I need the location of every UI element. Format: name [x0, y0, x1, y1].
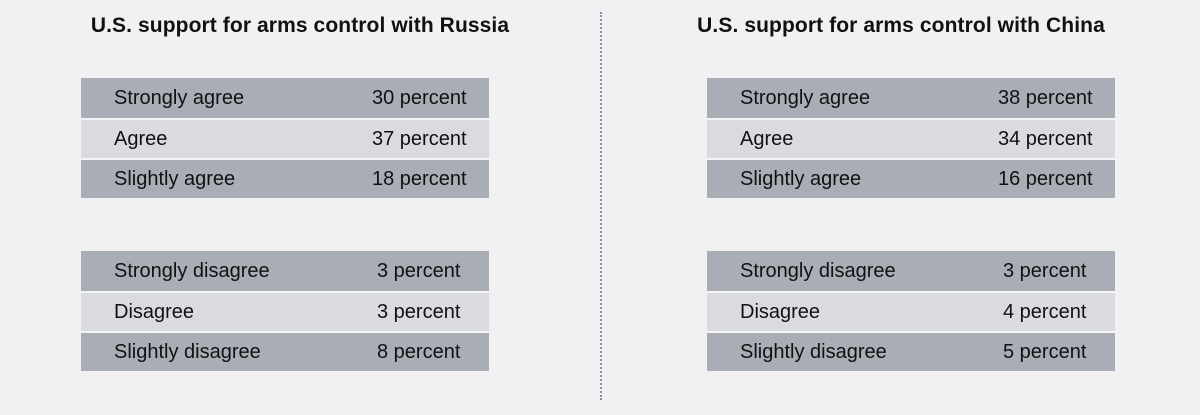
table-row: Agree 34 percent: [707, 118, 1115, 158]
row-label: Disagree: [740, 300, 821, 323]
row-value: 37 percent: [372, 127, 467, 150]
table-row: Agree 37 percent: [81, 118, 489, 158]
table-row: Strongly disagree 3 percent: [81, 251, 489, 291]
table-row: Disagree 4 percent: [707, 291, 1115, 331]
row-label: Agree: [114, 127, 168, 150]
table-row: Slightly disagree 5 percent: [707, 331, 1115, 371]
row-label: Slightly agree: [740, 167, 862, 190]
row-label: Strongly disagree: [740, 259, 896, 282]
row-value: 38 percent: [998, 86, 1093, 109]
row-value: 16 percent: [998, 167, 1093, 190]
panel-divider: [600, 12, 602, 400]
row-label: Agree: [740, 127, 794, 150]
row-label: Disagree: [114, 300, 195, 323]
row-value: 8 percent: [377, 340, 461, 363]
row-value: 3 percent: [377, 300, 461, 323]
table-row: Strongly disagree 3 percent: [707, 251, 1115, 291]
row-value: 18 percent: [372, 167, 467, 190]
row-value: 4 percent: [1003, 300, 1087, 323]
row-label: Slightly agree: [114, 167, 236, 190]
row-label: Slightly disagree: [740, 340, 887, 363]
russia-agree-table: Strongly agree 30 percent Agree 37 perce…: [81, 78, 489, 198]
row-label: Strongly agree: [114, 86, 245, 109]
row-value: 5 percent: [1003, 340, 1087, 363]
china-title: U.S. support for arms control with China: [697, 14, 1105, 37]
row-label: Strongly agree: [740, 86, 871, 109]
china-disagree-table: Strongly disagree 3 percent Disagree 4 p…: [707, 251, 1115, 371]
table-row: Slightly agree 18 percent: [81, 158, 489, 198]
china-agree-table: Strongly agree 38 percent Agree 34 perce…: [707, 78, 1115, 198]
row-label: Strongly disagree: [114, 259, 270, 282]
russia-disagree-table: Strongly disagree 3 percent Disagree 3 p…: [81, 251, 489, 371]
row-label: Slightly disagree: [114, 340, 261, 363]
table-row: Disagree 3 percent: [81, 291, 489, 331]
table-row: Slightly agree 16 percent: [707, 158, 1115, 198]
russia-panel: U.S. support for arms control with Russi…: [81, 14, 510, 371]
row-value: 30 percent: [372, 86, 467, 109]
table-row: Strongly agree 30 percent: [81, 78, 489, 118]
row-value: 3 percent: [377, 259, 461, 282]
table-row: Strongly agree 38 percent: [707, 78, 1115, 118]
russia-title: U.S. support for arms control with Russi…: [90, 14, 510, 37]
row-value: 3 percent: [1003, 259, 1087, 282]
table-row: Slightly disagree 8 percent: [81, 331, 489, 371]
china-panel: U.S. support for arms control with China…: [601, 0, 1200, 415]
row-value: 34 percent: [998, 127, 1093, 150]
